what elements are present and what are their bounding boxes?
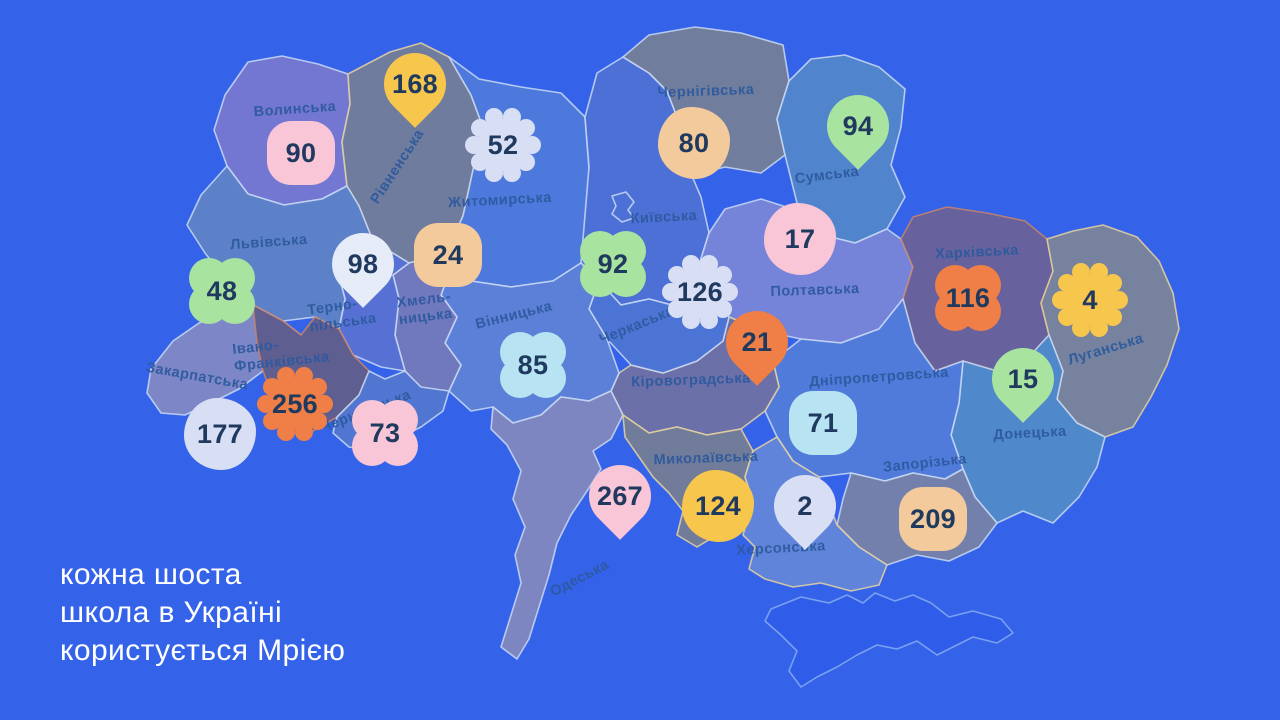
region-shape-lvivska (186, 165, 374, 330)
kyiv-city-outline (611, 191, 635, 223)
headline-line-2: школа в Україні (60, 596, 283, 629)
region-shape-crimea (764, 592, 1014, 688)
headline-line-3: користується Мрією (60, 634, 346, 667)
regions-layer (146, 26, 1180, 688)
region-shape-kharkivska (900, 206, 1054, 372)
region-shape-chernivetska (332, 370, 450, 452)
region-shape-chernihivska (622, 26, 790, 176)
headline: кожна шоста школа в Україні користується… (60, 556, 345, 670)
headline-line-1: кожна шоста (60, 558, 242, 591)
region-shape-odeska (490, 390, 624, 660)
region-shape-mykolaivska (622, 414, 754, 548)
region-shape-sumska (776, 54, 906, 244)
region-shape-donetska (950, 334, 1106, 524)
